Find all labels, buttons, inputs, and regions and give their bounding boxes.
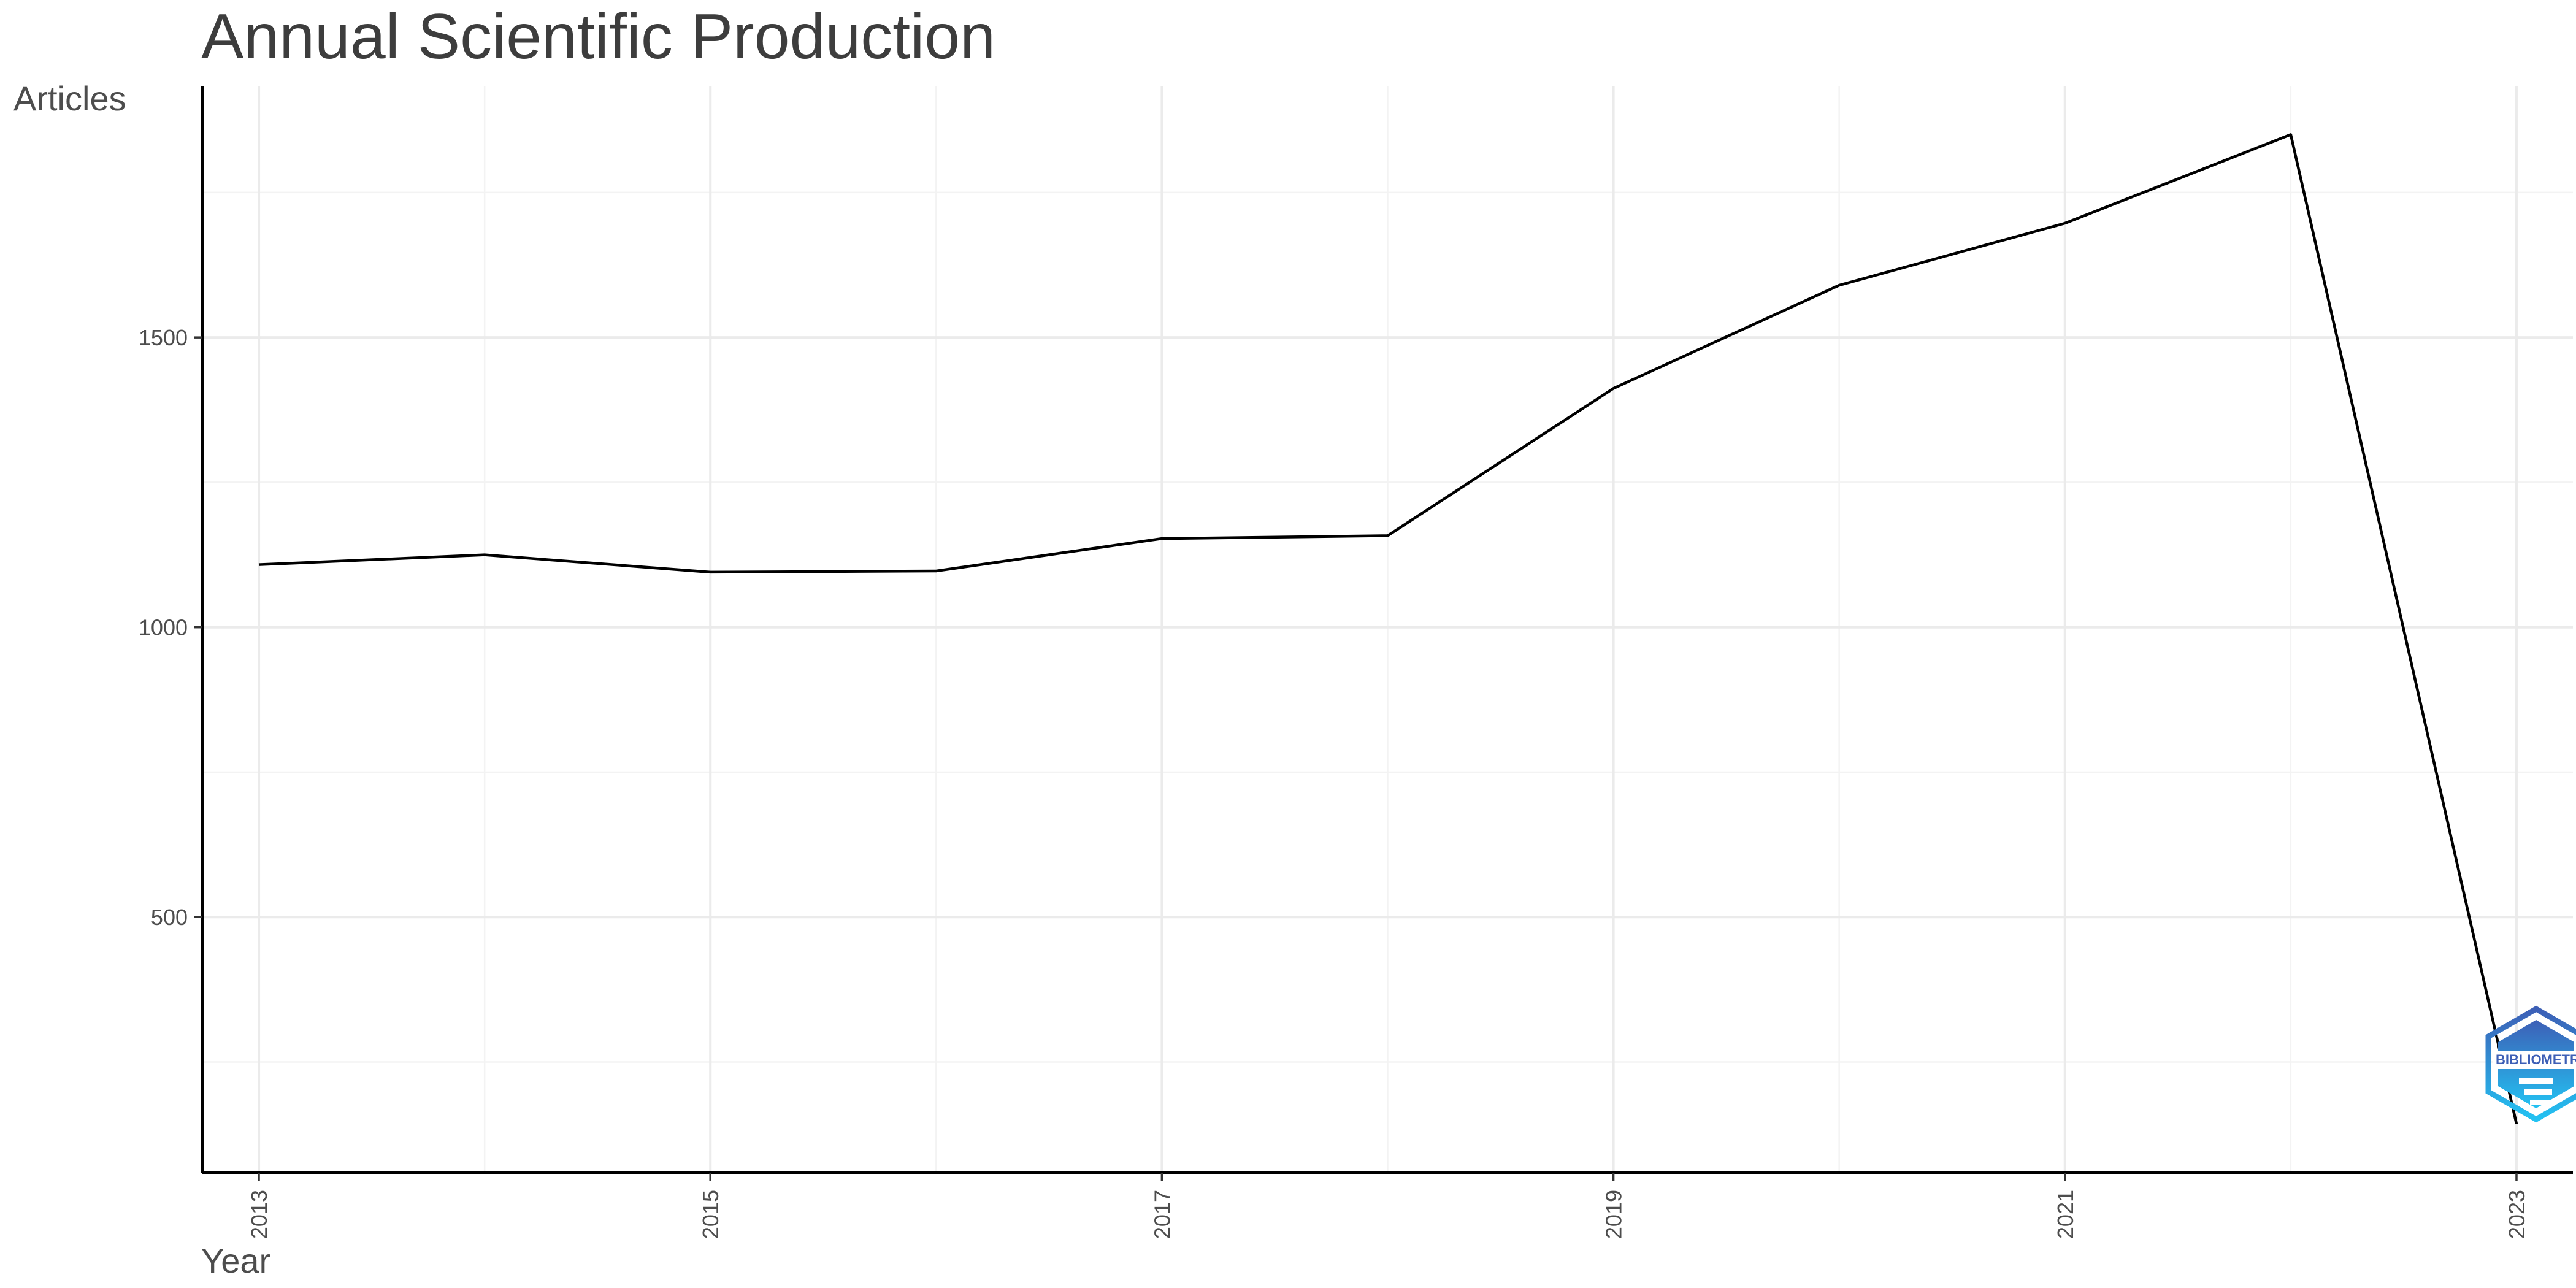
y-axis-title: Articles xyxy=(13,79,126,118)
bibliometrix-logo-icon: BIBLIOMETRIX xyxy=(2485,1005,2576,1123)
chart-title: Annual Scientific Production xyxy=(201,1,995,72)
x-axis-ticks: 2013 2015 2017 2019 2021 2023 xyxy=(247,1173,2529,1239)
y-tick-label-1000: 1000 xyxy=(139,615,188,640)
x-tick-label-2017: 2017 xyxy=(1149,1190,1175,1239)
axes xyxy=(201,86,2573,1174)
series-line-0 xyxy=(258,133,2518,1125)
y-tick-label-500: 500 xyxy=(151,905,188,930)
logo-text: BIBLIOMETRIX xyxy=(2496,1052,2576,1067)
y-axis-ticks: 500 1000 1500 xyxy=(139,325,202,930)
x-tick-label-2013: 2013 xyxy=(247,1190,272,1239)
y-tick-label-1500: 1500 xyxy=(139,325,188,350)
x-axis-title: Year xyxy=(201,1241,270,1280)
major-gridlines xyxy=(202,86,2573,1173)
series-layer xyxy=(258,133,2518,1125)
minor-gridlines xyxy=(202,86,2573,1173)
x-tick-label-2023: 2023 xyxy=(2504,1190,2529,1239)
x-tick-label-2021: 2021 xyxy=(2053,1190,2078,1239)
x-tick-label-2015: 2015 xyxy=(698,1190,723,1239)
x-tick-label-2019: 2019 xyxy=(1601,1190,1627,1239)
